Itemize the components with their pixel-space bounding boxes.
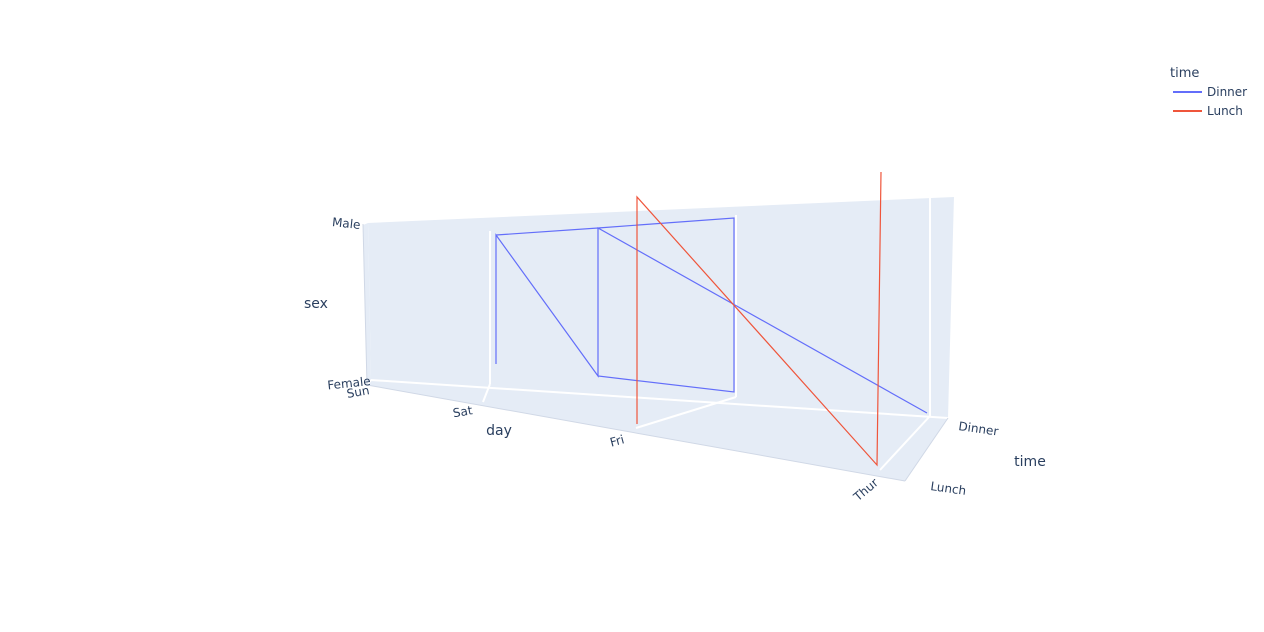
legend-item-lunch[interactable]: Lunch — [1173, 104, 1243, 118]
series-line-lunch[interactable] — [636, 171, 882, 467]
x-axis-title: day — [486, 423, 512, 439]
x-tick-label-sat: Sat — [452, 403, 474, 420]
series-layer — [495, 171, 928, 467]
x-tick-label-sun: Sun — [346, 383, 371, 401]
legend-item-dinner[interactable]: Dinner — [1173, 85, 1247, 99]
floor-day-time — [367, 380, 948, 481]
z-tick-label-male: Male — [331, 215, 361, 232]
axis-edges — [362, 223, 949, 482]
series-lunch[interactable] — [636, 171, 882, 467]
y-axis-title: time — [1014, 454, 1046, 470]
legend-label-lunch: Lunch — [1207, 104, 1243, 118]
x-tick-label-thur: Thur — [850, 476, 881, 505]
z-axis-title: sex — [304, 296, 328, 312]
side-wall-time-sex — [363, 222, 371, 385]
series-line-dinner[interactable] — [495, 217, 928, 414]
legend-label-dinner: Dinner — [1207, 85, 1247, 99]
legend[interactable]: time Dinner Lunch — [1170, 66, 1247, 118]
y-tick-label-dinner: Dinner — [958, 419, 1000, 438]
legend-title: time — [1170, 66, 1199, 81]
series-dinner[interactable] — [495, 217, 928, 414]
back-wall-day-sex — [368, 196, 954, 418]
x-tick-label-fri: Fri — [608, 432, 625, 449]
z-tick-label-female: Female — [327, 374, 372, 392]
y-tick-label-lunch: Lunch — [930, 479, 967, 498]
